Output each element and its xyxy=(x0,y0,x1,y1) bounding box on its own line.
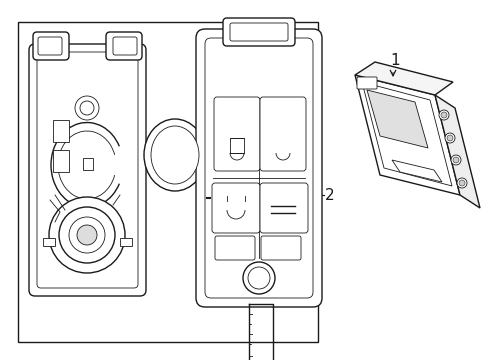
FancyBboxPatch shape xyxy=(37,52,138,288)
Circle shape xyxy=(450,155,460,165)
Polygon shape xyxy=(366,90,427,148)
Bar xyxy=(229,138,244,153)
Circle shape xyxy=(59,207,115,263)
Polygon shape xyxy=(354,75,459,195)
Circle shape xyxy=(75,96,99,120)
Ellipse shape xyxy=(143,119,205,191)
FancyBboxPatch shape xyxy=(261,236,301,260)
Circle shape xyxy=(69,217,105,253)
FancyBboxPatch shape xyxy=(113,37,137,55)
FancyBboxPatch shape xyxy=(214,97,260,171)
Polygon shape xyxy=(361,82,451,186)
FancyBboxPatch shape xyxy=(33,32,69,60)
Polygon shape xyxy=(391,160,441,182)
FancyBboxPatch shape xyxy=(223,18,294,46)
FancyBboxPatch shape xyxy=(196,29,321,307)
Bar xyxy=(53,150,69,172)
Circle shape xyxy=(446,135,452,141)
FancyBboxPatch shape xyxy=(38,37,62,55)
Circle shape xyxy=(243,262,274,294)
FancyBboxPatch shape xyxy=(212,183,260,233)
Circle shape xyxy=(458,180,464,186)
Bar xyxy=(18,22,317,342)
FancyBboxPatch shape xyxy=(204,38,312,298)
Text: 2: 2 xyxy=(325,188,334,202)
FancyBboxPatch shape xyxy=(260,97,305,171)
Text: 1: 1 xyxy=(389,53,399,68)
Bar xyxy=(43,238,55,246)
FancyBboxPatch shape xyxy=(106,32,142,60)
FancyBboxPatch shape xyxy=(229,23,287,41)
FancyBboxPatch shape xyxy=(356,77,376,89)
Circle shape xyxy=(456,178,466,188)
Circle shape xyxy=(444,133,454,143)
Ellipse shape xyxy=(151,126,199,184)
Bar xyxy=(120,238,132,246)
FancyBboxPatch shape xyxy=(29,44,146,296)
FancyBboxPatch shape xyxy=(215,236,254,260)
Polygon shape xyxy=(434,95,479,208)
FancyBboxPatch shape xyxy=(260,183,307,233)
Circle shape xyxy=(77,225,97,245)
Circle shape xyxy=(49,197,125,273)
Bar xyxy=(53,120,69,142)
Circle shape xyxy=(438,110,448,120)
Circle shape xyxy=(452,157,458,163)
Circle shape xyxy=(247,267,269,289)
Bar xyxy=(83,158,93,170)
Polygon shape xyxy=(354,62,452,95)
Circle shape xyxy=(80,101,94,115)
Circle shape xyxy=(440,112,446,118)
